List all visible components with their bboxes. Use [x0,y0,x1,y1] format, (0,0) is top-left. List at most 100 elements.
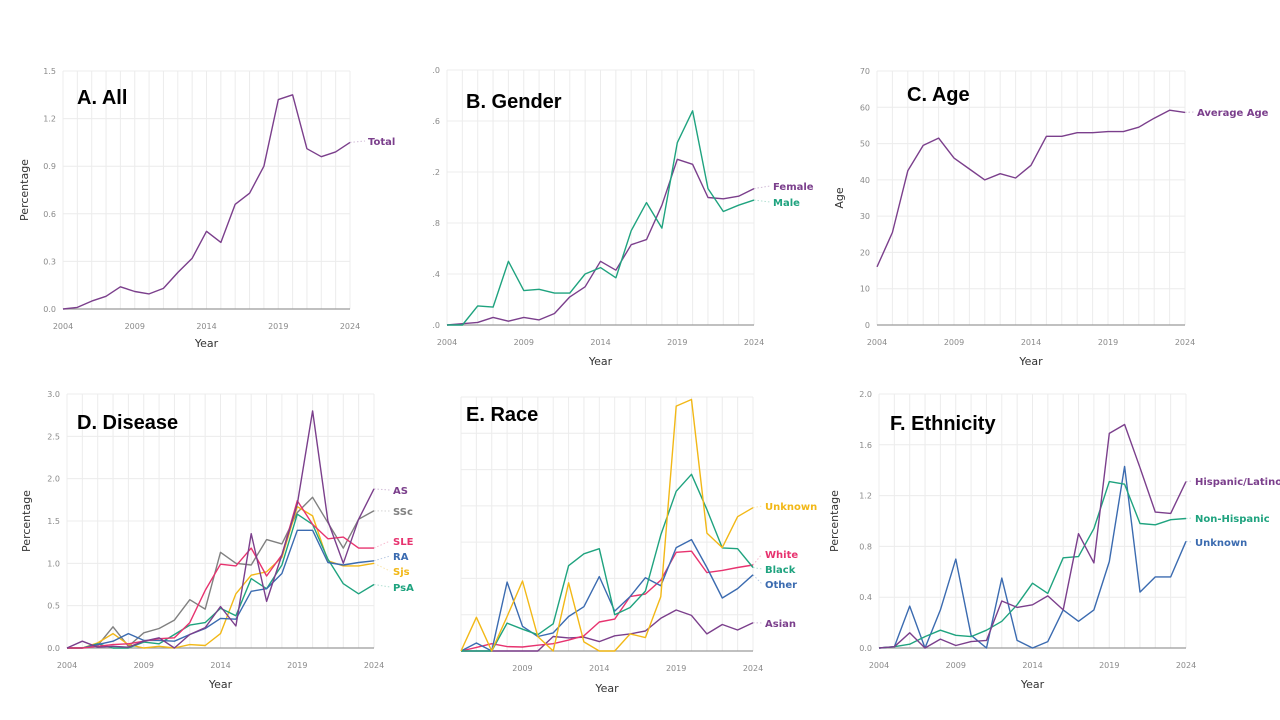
x-tick-label: 2009 [134,661,154,670]
series-label: Non-Hispanic [1195,514,1270,525]
y-tick-label: 0.5 [47,602,60,611]
series-line-male [447,110,755,326]
label-leader [373,540,391,549]
x-tick-label: 2004 [869,661,889,670]
series-line-unknown [878,465,1187,649]
series-label: SSc [393,507,413,518]
panel-title: E. Race [466,404,538,426]
y-tick-label: .6 [432,117,440,126]
label-leader [373,562,391,572]
y-tick-label: 0.9 [43,162,56,171]
y-axis-title: Age [833,187,846,209]
series-line-asian [461,609,754,652]
series-line-unknown [460,398,754,652]
y-tick-label: 0.6 [43,210,56,219]
label-leader [373,584,391,588]
x-tick-label: 2024 [340,322,360,331]
panel-title: C. Age [907,84,970,106]
series-label: Female [773,182,814,193]
y-tick-label: 50 [860,140,870,149]
x-tick-label: 2009 [944,338,964,347]
panel-title: D. Disease [77,412,178,434]
y-tick-label: 0.0 [859,644,872,653]
panel-1: 0.0 0.3 0.6 0.9 1.2 1.5 2004 2009 2014 2019 2024 Ye… [18,67,395,350]
panel-title: A. All [77,87,127,109]
y-tick-label: 0.3 [43,257,56,266]
y-tick-label: 60 [860,103,870,112]
y-tick-label: 3.0 [47,390,60,399]
x-tick-label: 2004 [437,338,457,347]
x-tick-label: 2024 [364,661,384,670]
series-label: Unknown [765,502,817,513]
y-tick-label: 30 [860,212,870,221]
y-tick-label: .0 [432,66,440,75]
label-leader [373,555,391,562]
x-tick-label: 2009 [125,322,145,331]
y-axis-title: Percentage [828,490,841,552]
series-label: Unknown [1195,538,1247,549]
panel-title: F. Ethnicity [890,413,996,435]
panel-4: 0.0 0.5 1.0 1.5 2.0 2.5 3.0 2004 2009 2014 2019 202… [20,390,414,691]
series-line-sle [67,500,374,649]
y-tick-label: 1.2 [43,115,56,124]
y-tick-label: 2.0 [47,475,60,484]
x-tick-label: 2014 [1022,661,1042,670]
label-leader [1185,480,1193,483]
series-line-as [66,410,375,649]
y-tick-label: 1.5 [47,517,60,526]
label-leader [349,140,366,143]
x-tick-label: 2024 [744,338,764,347]
x-tick-label: 2019 [268,322,288,331]
x-tick-label: 2004 [867,338,887,347]
y-tick-label: 1.5 [43,67,56,76]
y-tick-label: .8 [432,219,440,228]
series-label: AS [393,486,408,497]
y-tick-label: 2.5 [47,432,60,441]
label-leader [752,505,763,509]
panel-2: .0 .4 .8 .2 .6 .0 2004 2009 2014 2019 2024 Year B. G… [432,66,813,368]
y-tick-label: 20 [860,248,870,257]
panel-title: B. Gender [466,91,562,113]
x-axis-title: Year [594,682,619,695]
y-tick-label: .4 [432,270,440,279]
x-tick-label: 2009 [514,338,534,347]
x-tick-label: 2004 [57,661,77,670]
series-line-black [461,473,754,652]
series-label: Average Age [1197,108,1269,119]
series-label: Asian [765,619,796,630]
series-line-female [446,158,755,326]
x-tick-label: 2014 [590,338,610,347]
series-line-ssc [67,496,375,649]
y-tick-label: .0 [432,321,440,330]
x-tick-label: 2009 [946,661,966,670]
panel-3: 0 10 20 30 40 50 60 70 2004 2009 2014 2019 2024 Year A… [833,67,1269,368]
x-tick-label: 2019 [666,664,686,673]
label-leader [373,488,391,491]
series-label: Sjs [393,567,410,578]
series-line-total [62,94,351,310]
series-line-psa [67,513,375,649]
y-tick-label: 1.0 [47,559,60,568]
x-axis-title: Year [588,355,613,368]
x-tick-label: 2014 [589,664,609,673]
x-axis-title: Year [194,337,219,350]
x-axis-title: Year [208,678,233,691]
series-label: RA [393,552,409,563]
x-tick-label: 2019 [287,661,307,670]
x-axis-title: Year [1018,355,1043,368]
series-line-ra [67,529,375,649]
y-tick-label: 0.0 [43,305,56,314]
x-tick-label: 2019 [667,338,687,347]
x-tick-label: 2024 [1175,338,1195,347]
x-tick-label: 2009 [512,664,532,673]
series-line-hispanic-latino [878,423,1187,649]
y-tick-label: 2.0 [859,390,872,399]
y-tick-label: 40 [860,176,870,185]
series-line-average-age [876,109,1186,268]
series-label: SLE [393,537,414,548]
y-tick-label: 10 [860,285,870,294]
x-tick-label: 2019 [1099,661,1119,670]
label-leader [753,185,771,190]
y-tick-label: 1.2 [859,492,872,501]
